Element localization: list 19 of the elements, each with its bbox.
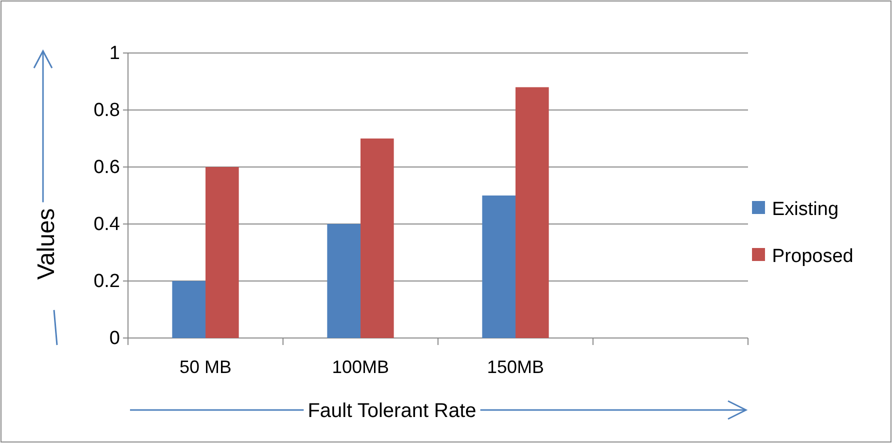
y-tick-label: 1 bbox=[109, 43, 120, 64]
y-tick-label: 0.6 bbox=[94, 157, 120, 178]
bar bbox=[327, 224, 360, 338]
legend-label: Proposed bbox=[772, 246, 854, 267]
legend-label: Existing bbox=[772, 199, 839, 220]
y-tick-label: 0 bbox=[109, 328, 120, 350]
y-axis-title: Values bbox=[33, 208, 60, 280]
bar bbox=[360, 138, 394, 338]
y-tick-label: 0.4 bbox=[94, 214, 120, 236]
bar bbox=[172, 281, 206, 338]
x-axis-title: Fault Tolerant Rate bbox=[308, 400, 476, 422]
bar bbox=[516, 87, 549, 338]
x-tick-label: 50 MB bbox=[179, 356, 232, 377]
y-tick-label: 0.8 bbox=[94, 100, 120, 122]
x-tick-label: 100MB bbox=[332, 356, 390, 377]
x-tick-label: 150MB bbox=[486, 356, 544, 377]
bar bbox=[482, 196, 516, 338]
y-tick-label: 0.2 bbox=[94, 271, 120, 292]
bar bbox=[206, 167, 239, 338]
